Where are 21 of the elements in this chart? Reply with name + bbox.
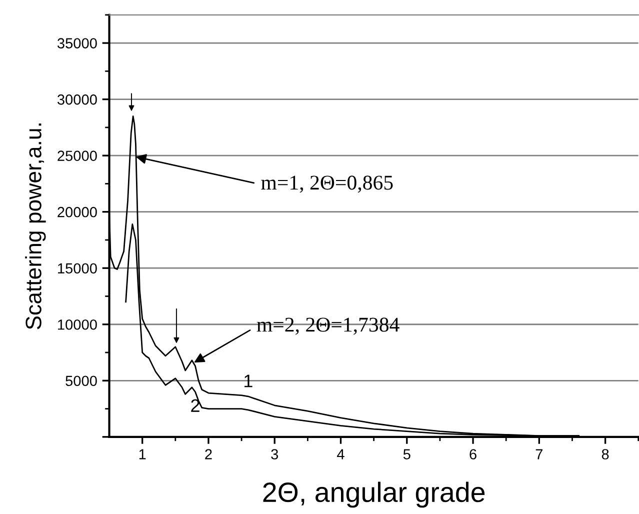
y-tick-label: 15000 — [58, 263, 97, 274]
annotation: m=2, 2Θ=1,7384 — [256, 318, 400, 335]
series-label: 1 — [244, 374, 252, 388]
x-tick-label: 5 — [403, 449, 410, 460]
y-axis-title: Scattering power,a.u. — [25, 124, 46, 330]
y-tick-label: 5000 — [66, 376, 97, 386]
y-tick-label: 20000 — [58, 206, 97, 218]
y-tick-label: 10000 — [58, 319, 97, 330]
x-tick-label: 3 — [271, 449, 278, 460]
y-tick-label: 30000 — [57, 94, 97, 105]
x-tick-label: 4 — [337, 449, 344, 460]
series-label: 2 — [191, 399, 200, 412]
annotation: m=1, 2Θ=0,865 — [261, 176, 393, 193]
x-axis-title: 2Θ, angular grade — [263, 482, 485, 508]
y-tick-label: 35000 — [57, 38, 97, 48]
y-tick-label: 25000 — [58, 150, 97, 161]
x-tick-label: 1 — [139, 449, 146, 460]
x-tick-label: 8 — [602, 449, 609, 460]
x-tick-label: 2 — [205, 449, 212, 460]
x-tick-label: 7 — [536, 449, 542, 460]
x-tick-label: 6 — [470, 449, 476, 460]
